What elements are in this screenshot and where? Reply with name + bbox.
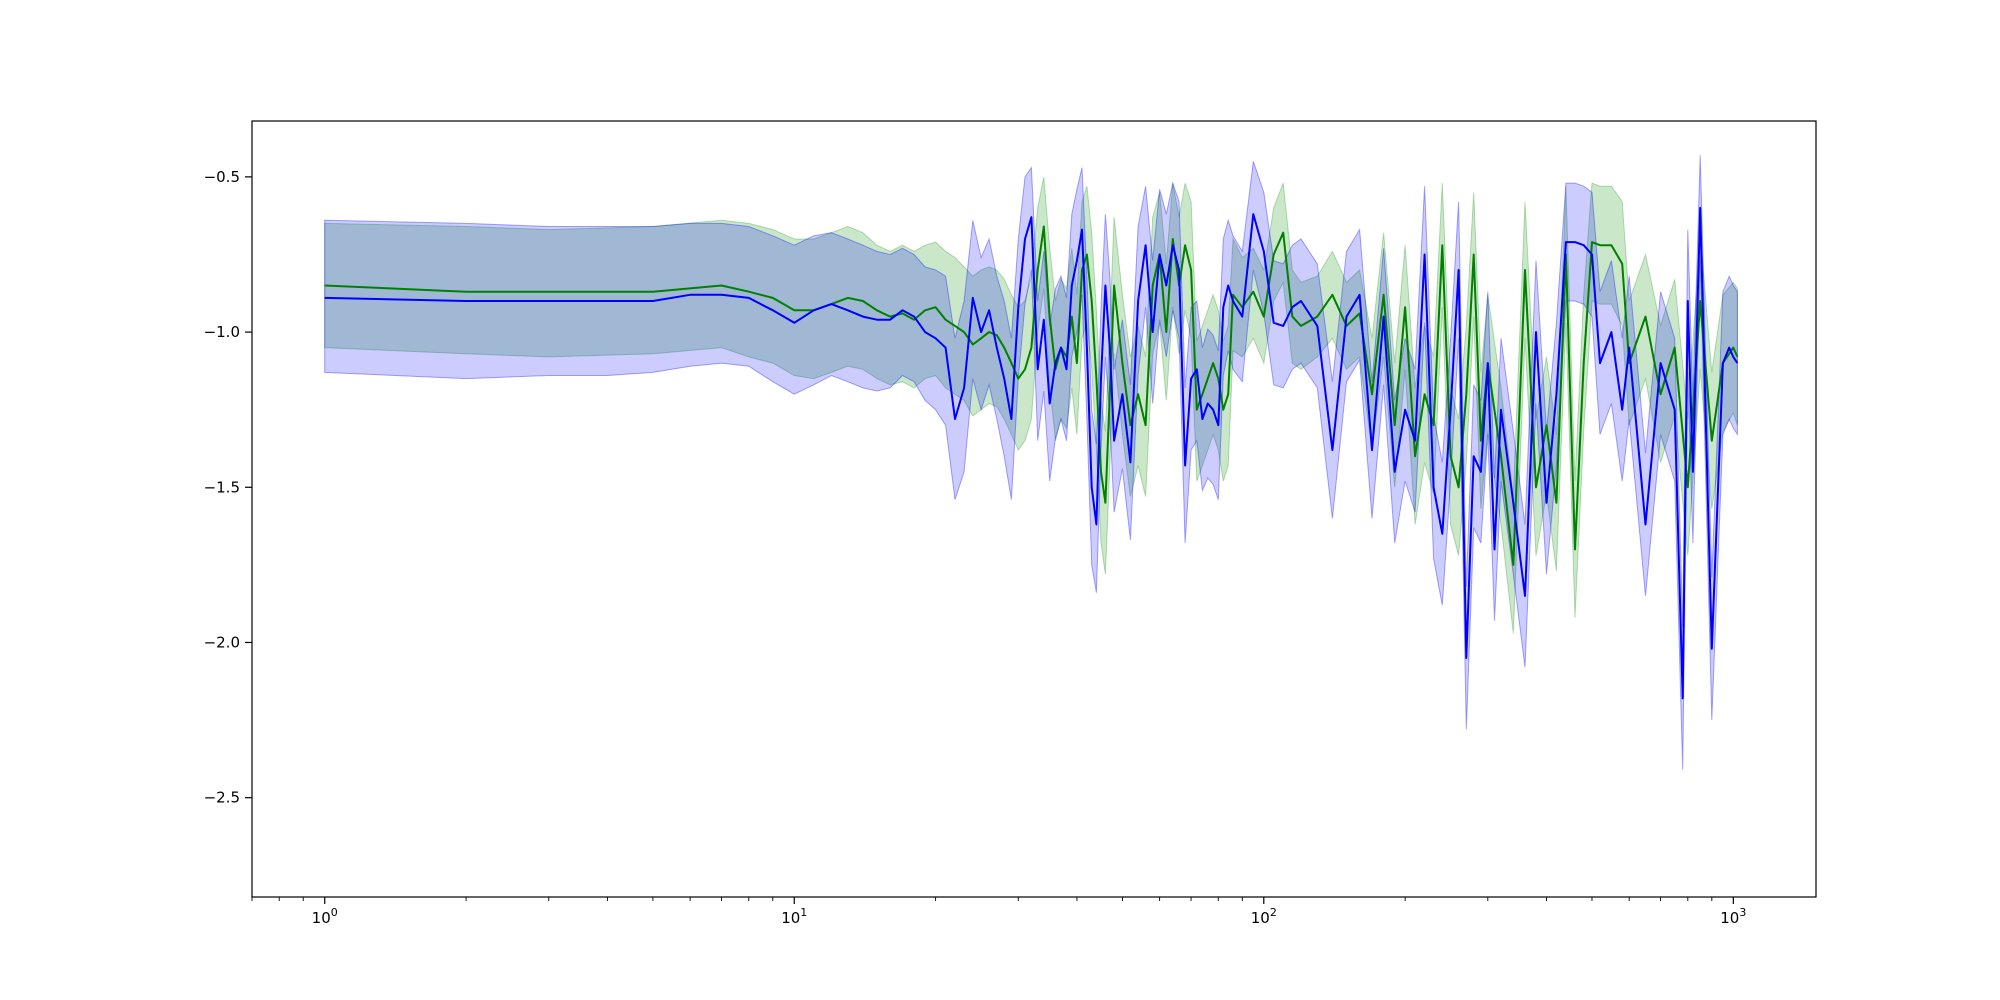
x-tick-label: 101	[781, 906, 807, 927]
series-1-line	[324, 225, 1739, 566]
y-tick-label: −2.5	[204, 789, 240, 807]
x-tick-label: 100	[312, 906, 338, 927]
x-tick-label: 103	[1720, 906, 1746, 927]
series-1-band	[324, 176, 1738, 634]
y-tick-label: −1.0	[204, 323, 240, 341]
y-tick-label: −1.5	[204, 478, 240, 496]
plot-frame	[251, 120, 1817, 898]
series-lines	[324, 206, 1739, 700]
series-2-line	[324, 206, 1739, 700]
x-tick-label: 102	[1251, 906, 1277, 927]
x-axis: 100 101 102 103	[251, 897, 1746, 927]
y-tick-label: −2.0	[204, 633, 240, 651]
y-tick-label: −0.5	[204, 168, 240, 186]
y-axis: −0.5 −1.0 −1.5 −2.0 −2.5	[204, 168, 252, 807]
